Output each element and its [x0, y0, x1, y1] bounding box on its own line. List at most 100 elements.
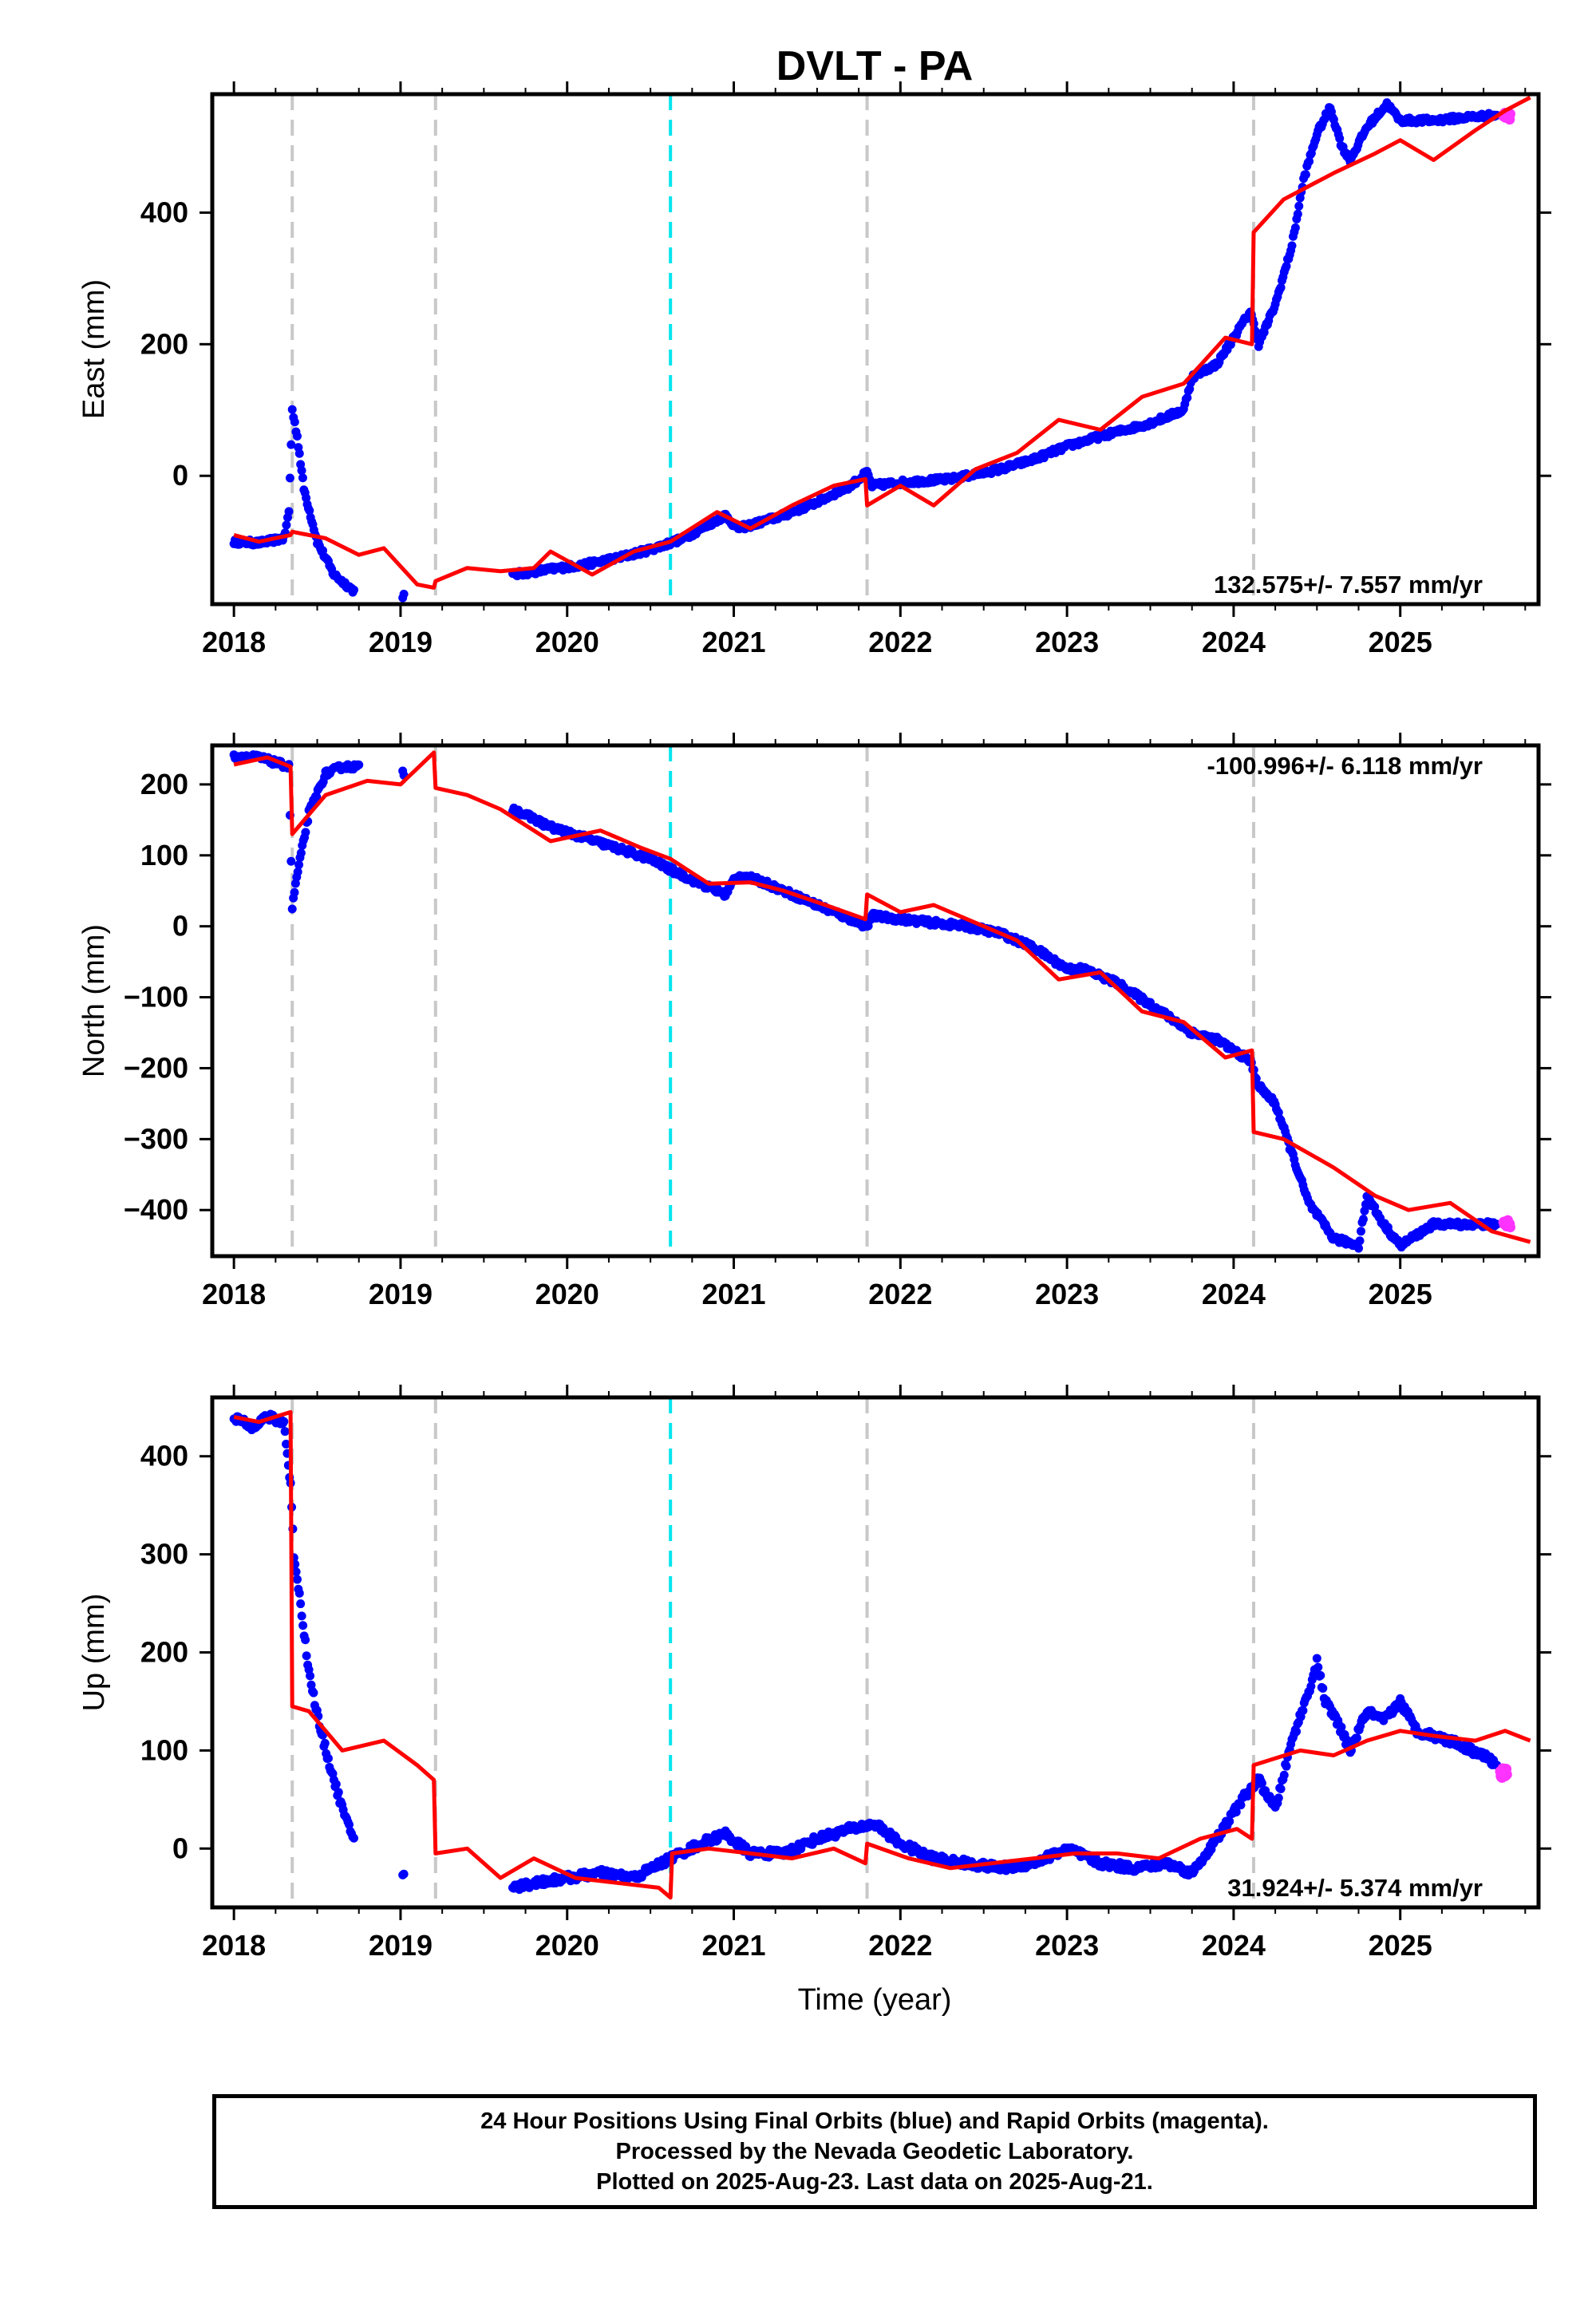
- up-final-orbit-points: [229, 1409, 1502, 1895]
- up-y-tick-label: 0: [172, 1832, 188, 1864]
- up-point: [1306, 1682, 1316, 1691]
- north-plot-area: [229, 745, 1531, 1256]
- north-y-tick-label: 0: [172, 910, 188, 943]
- up-y-tick-label: 100: [140, 1733, 188, 1766]
- north-point: [1355, 1236, 1365, 1246]
- east-x-tick-label: 2018: [202, 626, 266, 658]
- up-point: [1316, 1670, 1325, 1680]
- up-point: [296, 1599, 306, 1609]
- up-point: [309, 1688, 318, 1697]
- up-x-tick-label: 2019: [369, 1929, 433, 1962]
- up-point: [280, 1427, 290, 1437]
- up-x-tick-label: 2022: [868, 1929, 932, 1962]
- north-x-axis: 2018 2019 2020 2021 2022 2023 2024 2025: [202, 733, 1527, 1310]
- east-point: [294, 449, 304, 458]
- up-plot-area: [229, 1397, 1531, 1907]
- east-final-orbit-points: [229, 98, 1502, 603]
- up-point: [301, 1635, 310, 1645]
- north-y-tick-label: −400: [124, 1193, 188, 1226]
- north-point: [1354, 1243, 1364, 1253]
- east-point: [349, 585, 358, 595]
- north-point: [290, 887, 299, 897]
- up-point: [1257, 1778, 1266, 1788]
- east-y-axis-label: East (mm): [77, 279, 111, 419]
- up-point: [294, 1588, 304, 1598]
- east-point: [284, 507, 294, 516]
- north-x-tick-label: 2020: [535, 1278, 599, 1310]
- east-y-tick-label: 400: [140, 196, 188, 228]
- north-x-tick-label: 2019: [369, 1278, 433, 1310]
- east-point: [1183, 393, 1192, 402]
- up-point: [320, 1738, 330, 1748]
- east-point: [287, 405, 297, 414]
- north-y-axis-label: North (mm): [77, 924, 111, 1077]
- up-point: [1231, 1808, 1241, 1817]
- up-point: [1292, 1727, 1302, 1737]
- caption-line-2: Processed by the Nevada Geodetic Laborat…: [615, 2139, 1134, 2164]
- north-x-tick-label: 2023: [1035, 1278, 1099, 1310]
- up-point: [345, 1820, 354, 1829]
- north-x-tick-label: 2024: [1202, 1278, 1266, 1310]
- east-point: [292, 432, 302, 441]
- north-point: [293, 868, 302, 877]
- east-point: [1287, 241, 1297, 251]
- east-y-tick-label: 200: [140, 327, 188, 360]
- up-y-tick-label: 200: [140, 1636, 188, 1669]
- up-point: [1314, 1662, 1323, 1672]
- up-y-tick-label: 300: [140, 1538, 188, 1571]
- up-point: [297, 1611, 306, 1621]
- up-rapid-orbit-points: [1495, 1763, 1512, 1783]
- east-point: [282, 520, 291, 530]
- north-y-tick-label: 200: [140, 768, 188, 800]
- east-point: [290, 417, 299, 427]
- east-plot-area: [229, 94, 1531, 604]
- north-point: [294, 860, 304, 870]
- chart-title: DVLT - PA: [776, 43, 974, 89]
- north-point: [354, 760, 364, 769]
- east-point: [1293, 209, 1302, 219]
- east-point: [399, 589, 409, 599]
- east-point: [298, 473, 307, 483]
- east-y-tick-label: 0: [172, 459, 188, 492]
- up-point: [291, 1567, 301, 1577]
- east-x-tick-label: 2022: [868, 626, 932, 658]
- north-x-tick-label: 2022: [868, 1278, 932, 1310]
- up-point: [1298, 1705, 1308, 1715]
- east-x-axis: 2018 2019 2020 2021 2022 2023 2024 2025: [202, 81, 1527, 658]
- east-point: [285, 473, 294, 483]
- up-point: [279, 1417, 289, 1426]
- north-x-tick-label: 2025: [1369, 1278, 1432, 1310]
- north-x-tick-label: 2021: [701, 1278, 765, 1310]
- up-point: [1337, 1722, 1346, 1732]
- north-point: [1358, 1215, 1368, 1224]
- north-y-axis: −400 −300 −200 −100 0 100 200: [124, 768, 1551, 1226]
- east-point: [1290, 223, 1300, 232]
- up-x-tick-label: 2025: [1369, 1929, 1432, 1962]
- up-y-axis-label: Up (mm): [77, 1594, 111, 1712]
- east-point: [1335, 133, 1345, 143]
- up-point: [331, 1780, 341, 1789]
- up-panel: 2018 2019 2020 2021 2022 2023 2024 2025 0 100 200 3…: [77, 1385, 1551, 1962]
- north-point: [296, 848, 306, 858]
- east-model-line: [233, 95, 1531, 590]
- east-panel: 2018 2019 2020 2021 2022 2023 2024 2025 0 200 400 E…: [77, 81, 1551, 658]
- north-y-tick-label: −300: [124, 1122, 188, 1155]
- up-point: [399, 1869, 409, 1879]
- east-point: [1276, 283, 1286, 292]
- up-rapid-point: [1501, 1769, 1512, 1780]
- up-point: [1236, 1800, 1246, 1810]
- east-x-tick-label: 2024: [1202, 626, 1266, 658]
- up-model-line: [233, 1409, 1531, 1900]
- up-point: [1279, 1770, 1289, 1780]
- north-rate-label: -100.996+/- 6.118 mm/yr: [1207, 752, 1483, 780]
- up-point: [1276, 1784, 1286, 1794]
- east-x-tick-label: 2020: [535, 626, 599, 658]
- caption-box: 24 Hour Positions Using Final Orbits (bl…: [212, 2094, 1537, 2209]
- up-point: [349, 1833, 358, 1843]
- north-model-line: [233, 750, 1531, 1244]
- east-point: [297, 466, 306, 476]
- east-point: [305, 506, 314, 516]
- north-point: [286, 856, 296, 866]
- east-point: [286, 440, 296, 449]
